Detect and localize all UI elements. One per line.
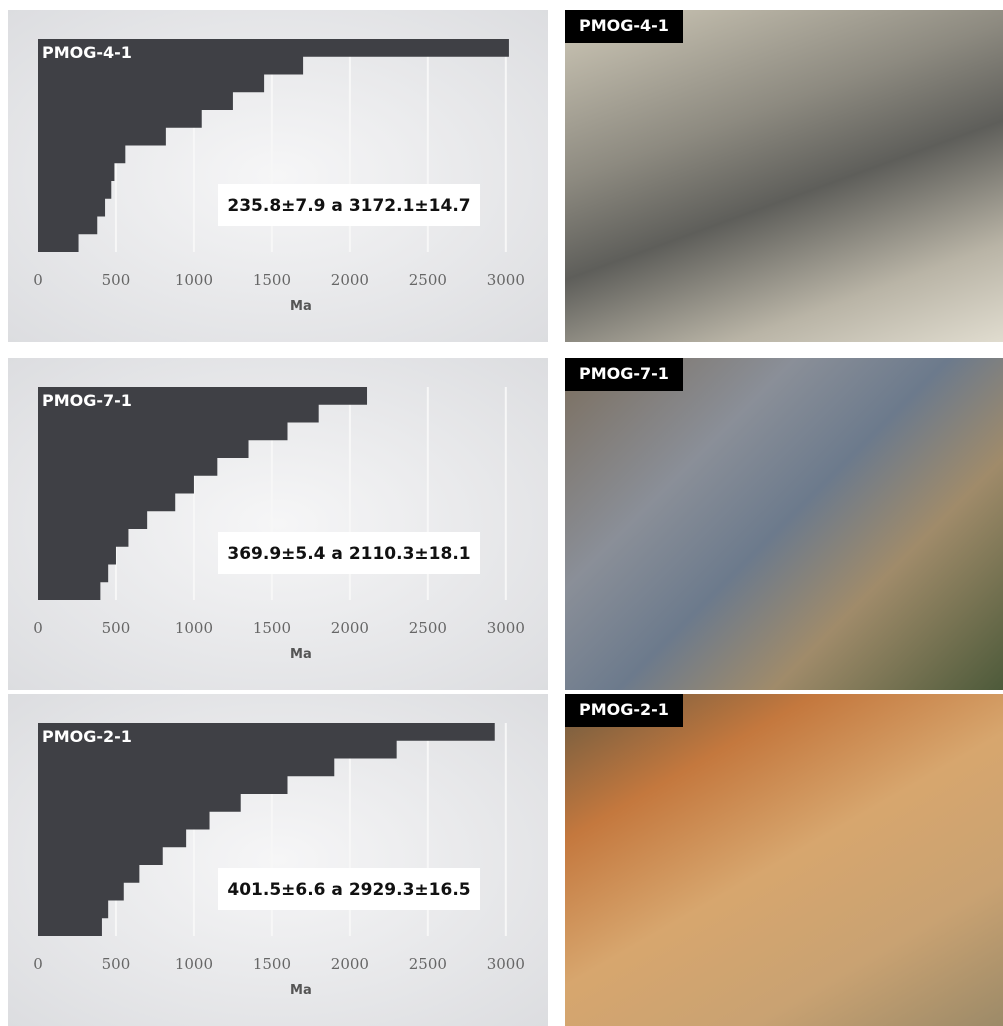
x-tick-label: 1000	[175, 271, 213, 289]
annotation: 369.9±5.4 a 2110.3±18.1	[227, 544, 470, 564]
x-tick-label: 3000	[487, 619, 525, 637]
x-tick-label: 2000	[331, 955, 369, 973]
x-tick-label: 2500	[409, 955, 447, 973]
outcrop-photo: PMOG-4-1	[565, 10, 1003, 342]
x-tick-label: 1000	[175, 955, 213, 973]
x-tick-label: 3000	[487, 271, 525, 289]
chart-title: PMOG-7-1	[42, 391, 132, 410]
chart: 0 500 1000 1500 2000 2500 3000 PMOG-2-1 401.5±6.…	[33, 723, 525, 998]
x-tick-label: 0	[33, 955, 43, 973]
x-tick-label: 1500	[253, 955, 291, 973]
x-tick-label: 500	[102, 619, 131, 637]
x-tick-label: 3000	[487, 955, 525, 973]
x-axis-label: Ma	[290, 983, 312, 998]
photo-label: PMOG-2-1	[565, 694, 683, 727]
annotation-box	[218, 184, 480, 226]
annotation: 401.5±6.6 a 2929.3±16.5	[227, 880, 470, 900]
annotation: 235.8±7.9 a 3172.1±14.7	[227, 196, 470, 216]
x-tick-label: 2500	[409, 271, 447, 289]
photo-label: PMOG-4-1	[565, 10, 683, 43]
age-area	[38, 387, 368, 600]
x-tick-label: 0	[33, 619, 43, 637]
outcrop-photo: PMOG-2-1	[565, 694, 1003, 1026]
age-area	[38, 723, 495, 936]
chart: 0 500 1000 1500 2000 2500 3000 PMOG-7-1 369.9±5.…	[33, 387, 525, 662]
x-tick-label: 1500	[253, 619, 291, 637]
x-axis-label: Ma	[290, 647, 312, 662]
x-tick-label: 0	[33, 271, 43, 289]
x-tick-label: 2500	[409, 619, 447, 637]
x-tick-label: 2000	[331, 619, 369, 637]
chart-title: PMOG-4-1	[42, 43, 132, 62]
x-tick-label: 1500	[253, 271, 291, 289]
x-tick-label: 500	[102, 271, 131, 289]
x-tick-label: 1000	[175, 619, 213, 637]
annotation-box	[218, 868, 480, 910]
photo-label: PMOG-7-1	[565, 358, 683, 391]
chart-panel: 0 500 1000 1500 2000 2500 3000 PMOG-2-1 401.5±6.…	[8, 694, 548, 1026]
x-tick-label: 500	[102, 955, 131, 973]
chart: 0 500 1000 1500 2000 2500 3000 PMOG-4-1 235.8±7.…	[33, 39, 525, 314]
chart-title: PMOG-2-1	[42, 727, 132, 746]
x-tick-label: 2000	[331, 271, 369, 289]
x-axis-label: Ma	[290, 299, 312, 314]
sample-photo: PMOG-7-1	[565, 358, 1003, 690]
age-area	[38, 39, 509, 252]
chart-panel: 0 500 1000 1500 2000 2500 3000 PMOG-7-1 369.9±5.…	[8, 358, 548, 690]
annotation-box	[218, 532, 480, 574]
chart-panel: 0 500 1000 1500 2000 2500 3000 PMOG-4-1 235.8±7.…	[8, 10, 548, 342]
